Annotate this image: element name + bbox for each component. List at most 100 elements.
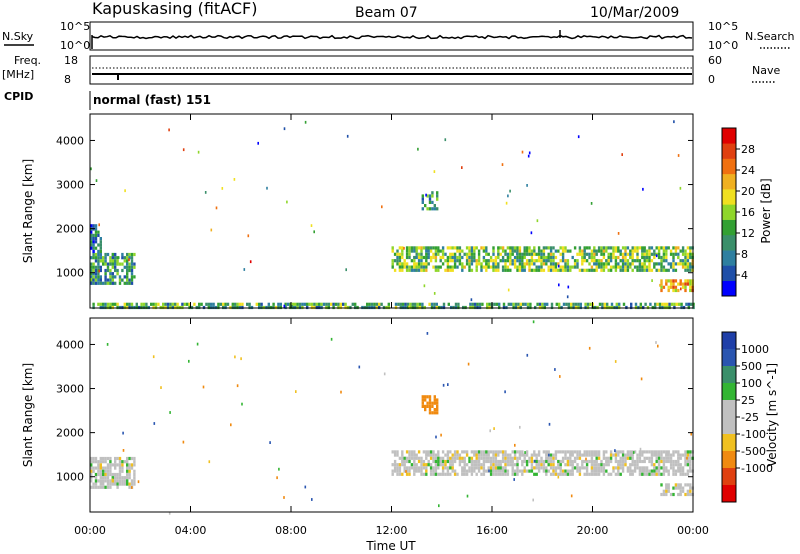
echo-cell	[655, 453, 658, 457]
echo-cell	[126, 479, 129, 483]
echo-cell	[681, 262, 685, 266]
echo-cell	[501, 265, 505, 269]
echo-cell	[614, 453, 618, 457]
echo-cell	[585, 259, 589, 263]
echo-cell	[487, 262, 490, 266]
echo-cell	[434, 472, 438, 476]
echo-cell	[513, 246, 517, 250]
echo-cell	[497, 249, 500, 253]
echo-cell	[689, 486, 692, 490]
echo-cell	[330, 302, 333, 306]
echo-cell	[441, 249, 445, 253]
echo-cell	[518, 456, 522, 460]
echo-cell	[114, 259, 117, 263]
echo-cell	[690, 432, 692, 436]
echo-cell	[679, 469, 682, 473]
echo-cell	[657, 469, 661, 473]
echo-cell	[643, 466, 646, 470]
echo-cell	[554, 268, 558, 272]
echo-cell	[660, 265, 663, 269]
echo-cell	[636, 268, 639, 272]
echo-cell	[689, 453, 692, 457]
echo-cell	[461, 262, 464, 266]
echo-cell	[655, 268, 658, 272]
echo-cell	[573, 466, 577, 470]
echo-cell	[446, 246, 450, 250]
echo-cell	[506, 463, 510, 467]
echo-cell	[655, 252, 658, 256]
echo-cell	[470, 255, 474, 260]
echo-cell	[97, 302, 100, 306]
echo-cell	[576, 463, 579, 467]
echo-cell	[677, 288, 680, 293]
echo-cell	[600, 469, 603, 473]
echo-cell	[535, 459, 538, 464]
echo-cell	[408, 246, 411, 250]
echo-cell	[123, 259, 126, 263]
echo-cell	[485, 265, 488, 269]
echo-cell	[631, 472, 634, 476]
echo-cell	[561, 469, 565, 473]
echo-cell	[552, 252, 555, 256]
echo-cell	[468, 259, 471, 263]
echo-cell	[437, 472, 440, 476]
echo-cell	[133, 460, 136, 464]
echo-cell	[482, 469, 486, 473]
echo-cell	[504, 466, 507, 470]
echo-cell	[140, 302, 143, 306]
echo-cell	[458, 456, 462, 460]
echo-cell	[634, 302, 638, 306]
echo-cell	[99, 278, 102, 282]
echo-cell	[116, 272, 119, 276]
echo-cell	[689, 489, 692, 493]
echo-cell	[669, 252, 673, 256]
echo-cell	[97, 272, 100, 276]
echo-cell	[111, 256, 114, 260]
echo-cell	[521, 255, 524, 260]
echo-cell	[585, 268, 589, 272]
echo-cell	[672, 288, 675, 293]
echo-cell	[465, 463, 469, 467]
echo-cell	[217, 302, 220, 306]
echo-cell	[401, 268, 404, 272]
echo-cell	[487, 456, 490, 460]
echo-cell	[497, 466, 500, 470]
echo-cell	[662, 472, 666, 476]
echo-cell	[393, 259, 397, 263]
echo-cell	[104, 466, 107, 470]
echo-cell	[566, 295, 569, 299]
cpid-label: CPID	[4, 90, 33, 103]
echo-cell	[171, 302, 174, 306]
echo-cell	[690, 302, 693, 306]
echo-cell	[614, 249, 618, 253]
echo-cell	[518, 249, 522, 253]
echo-cell	[585, 469, 589, 473]
echo-cell	[126, 463, 129, 467]
echo-cell	[518, 246, 522, 250]
echo-cell	[607, 459, 610, 464]
echo-cell	[527, 154, 530, 158]
echo-cell	[92, 224, 95, 228]
echo-cell	[451, 252, 454, 256]
echo-cell	[401, 249, 404, 253]
echo-cell	[221, 187, 224, 190]
echo-cell	[489, 469, 493, 473]
x-tick-label: 20:00	[577, 524, 609, 537]
colorbar-swatch	[722, 158, 736, 175]
echo-cell	[542, 255, 546, 260]
echo-cell	[130, 265, 134, 269]
echo-cell	[590, 463, 594, 467]
echo-cell	[157, 302, 160, 306]
echo-cell	[528, 252, 531, 256]
echo-cell	[672, 252, 675, 256]
echo-cell	[588, 472, 591, 476]
echo-cell	[106, 302, 110, 306]
colorbar-swatch	[722, 349, 736, 367]
echo-cell	[446, 255, 450, 260]
echo-cell	[617, 246, 620, 250]
echo-cell	[468, 265, 471, 269]
echo-cell	[313, 230, 315, 234]
echo-cell	[561, 472, 565, 476]
echo-cell	[489, 456, 493, 460]
echo-cell	[653, 249, 656, 253]
